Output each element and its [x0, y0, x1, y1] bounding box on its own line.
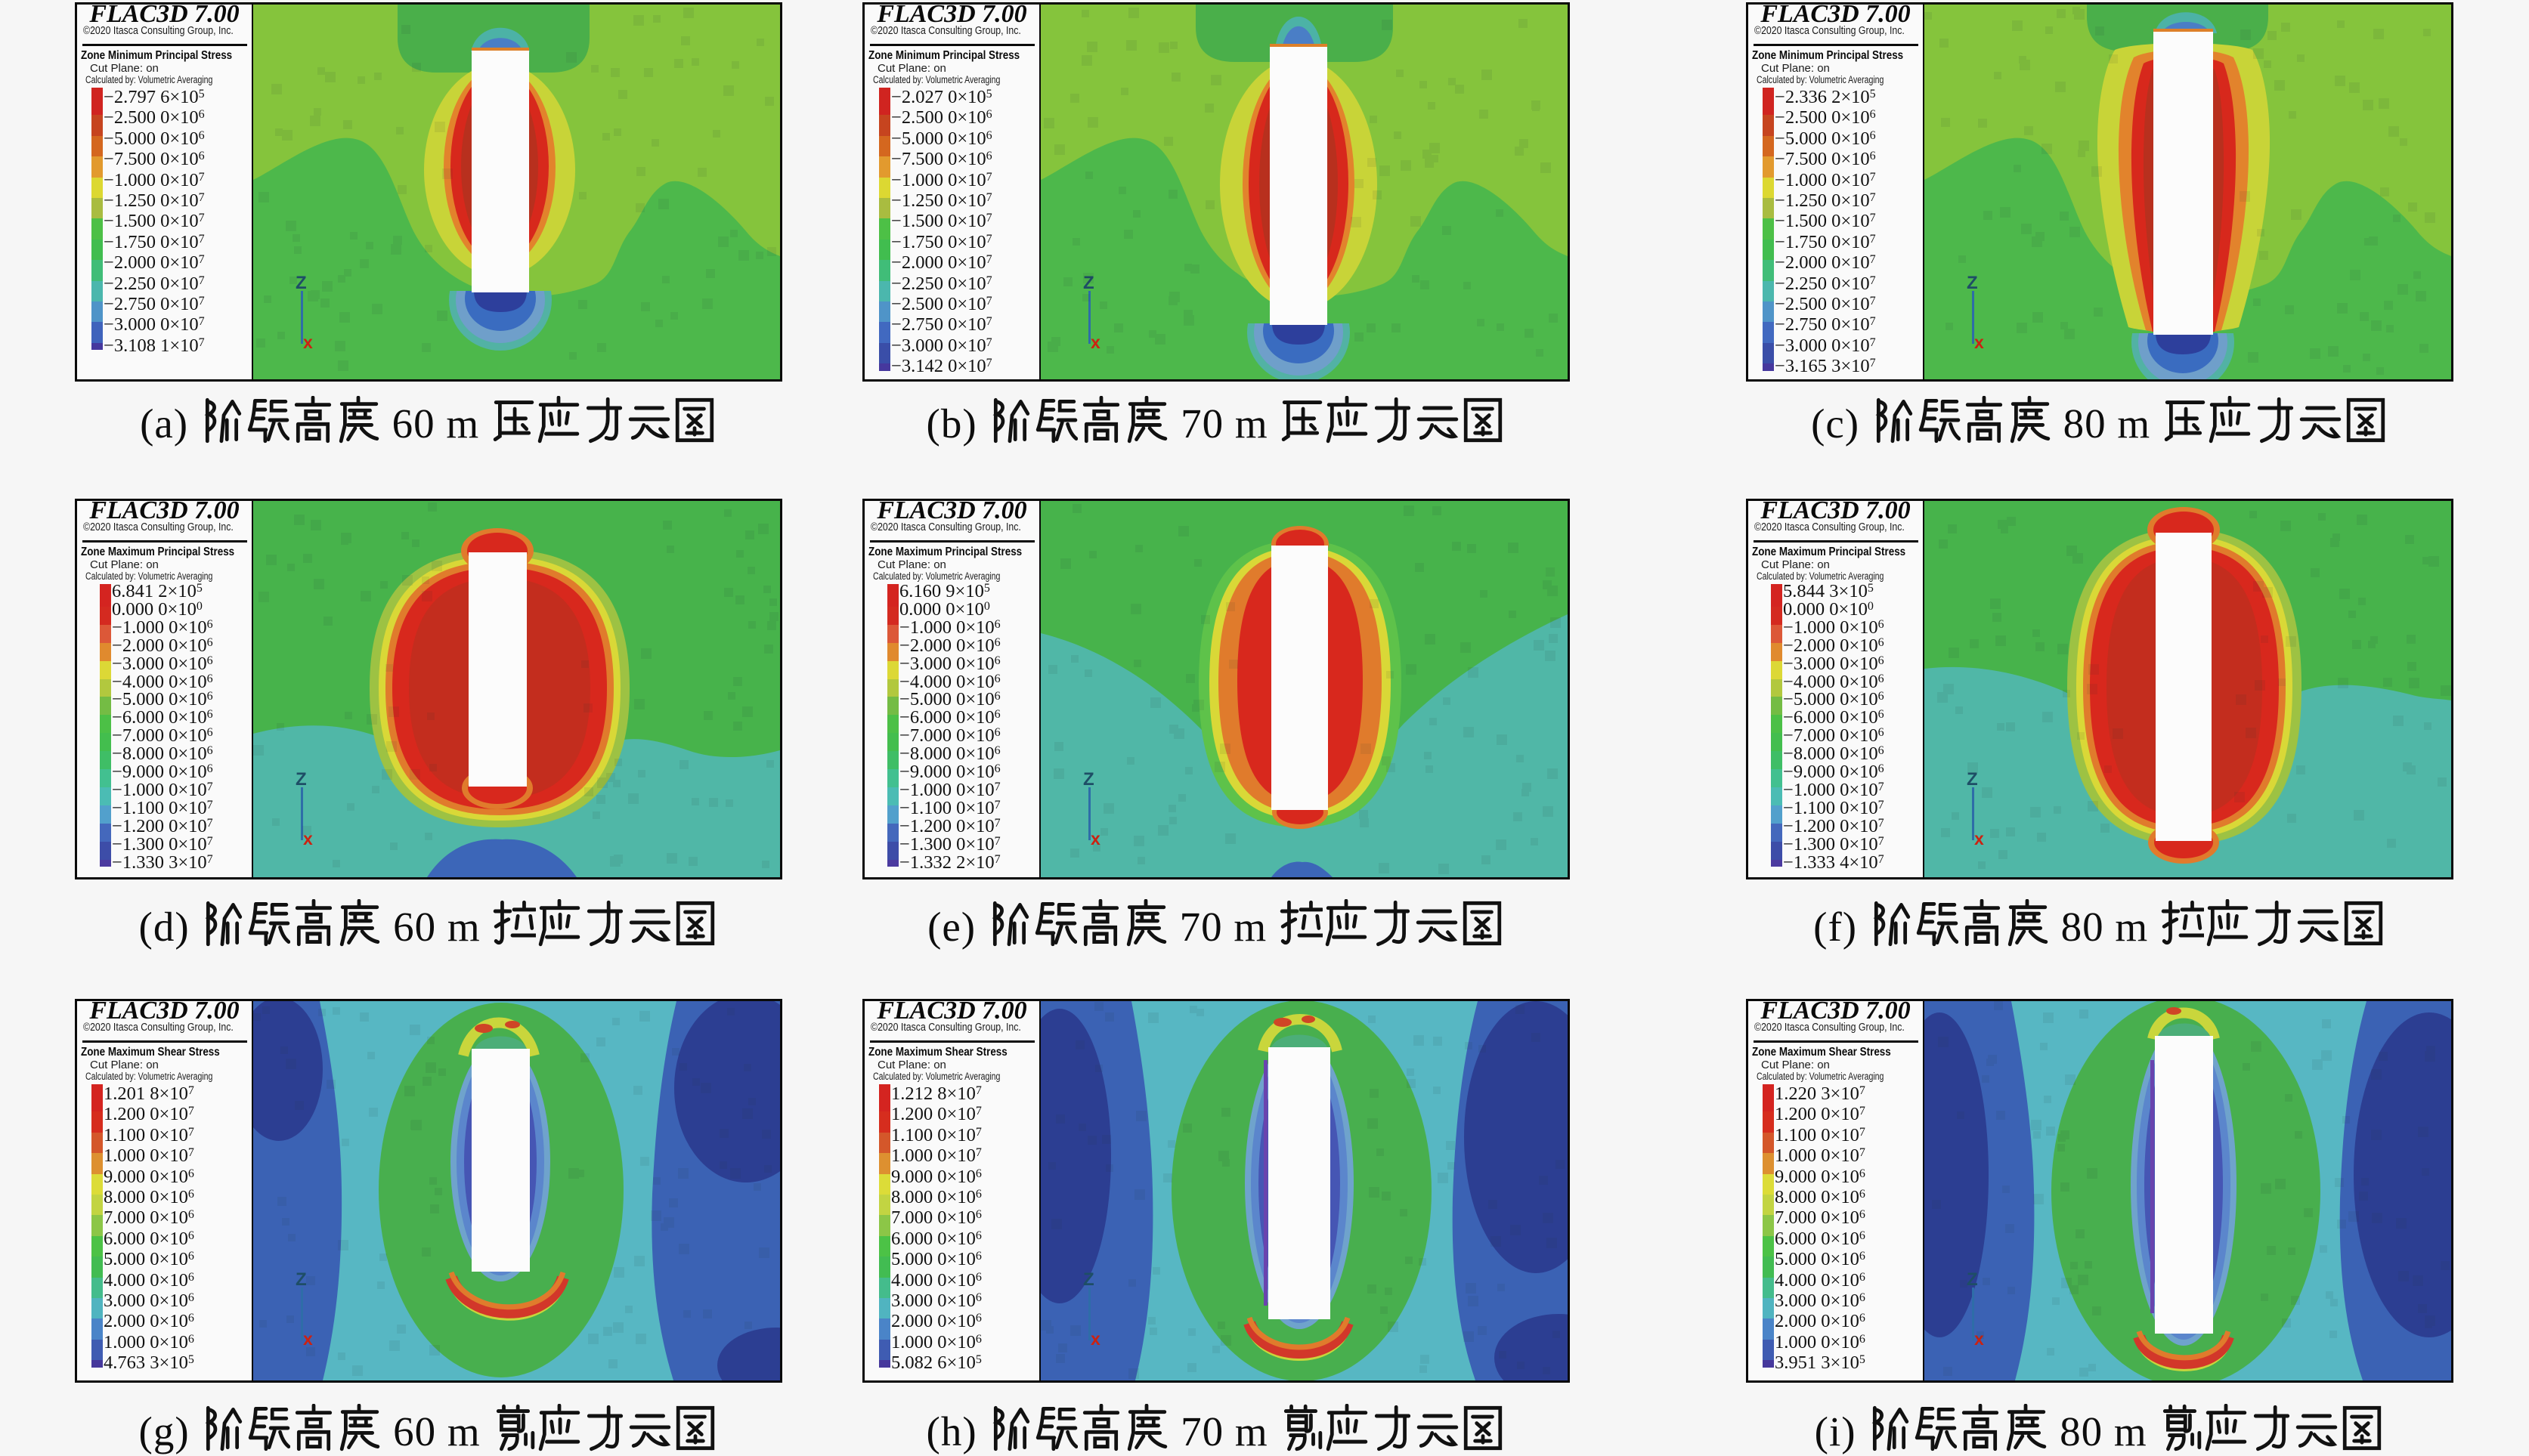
svg-text:x: x: [1091, 829, 1100, 849]
svg-text:Z: Z: [1967, 769, 1978, 790]
svg-text:Z: Z: [1967, 1269, 1978, 1290]
svg-text:Z: Z: [1083, 769, 1094, 790]
svg-text:x: x: [1974, 1329, 1984, 1349]
svg-text:Z: Z: [296, 769, 307, 790]
svg-text:Z: Z: [296, 273, 307, 293]
svg-text:x: x: [303, 829, 313, 849]
svg-text:x: x: [1091, 1329, 1100, 1349]
svg-text:Z: Z: [1083, 1269, 1094, 1290]
svg-text:x: x: [303, 332, 313, 352]
svg-text:Z: Z: [296, 1269, 307, 1290]
svg-text:Z: Z: [1967, 273, 1978, 293]
svg-text:Z: Z: [1083, 273, 1094, 293]
svg-text:x: x: [1091, 332, 1100, 352]
svg-text:x: x: [1974, 829, 1984, 849]
svg-text:x: x: [1974, 332, 1984, 352]
svg-text:x: x: [303, 1329, 313, 1349]
